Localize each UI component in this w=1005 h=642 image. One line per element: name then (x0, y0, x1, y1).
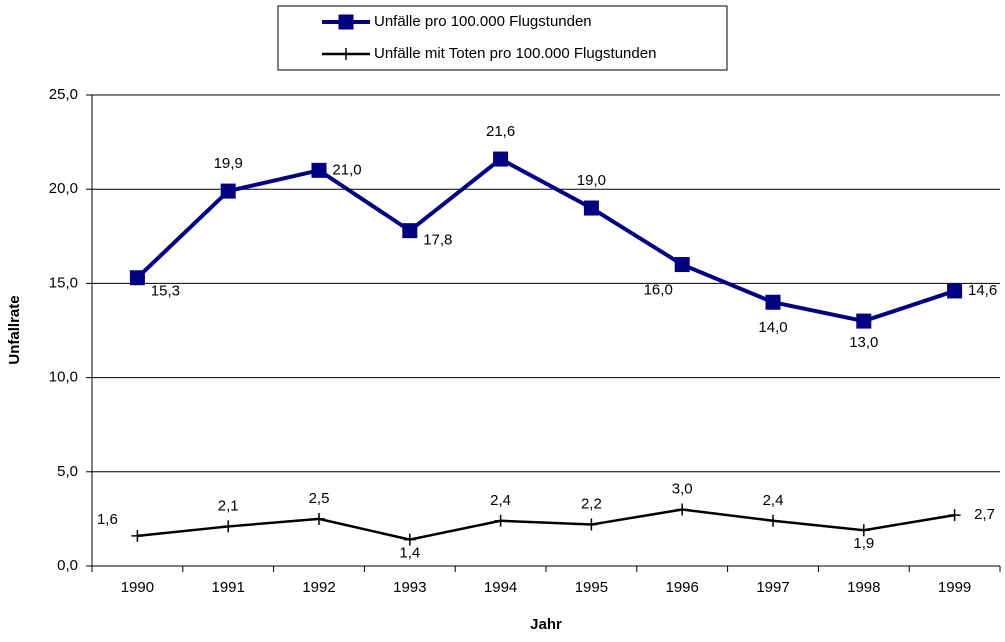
marker (220, 183, 236, 199)
y-tick-label: 25,0 (49, 86, 78, 103)
data-label: 21,6 (486, 123, 515, 140)
marker (131, 529, 144, 542)
marker (313, 512, 325, 525)
y-axis-title: Unfallrate (6, 295, 23, 364)
data-label: 2,4 (490, 492, 511, 509)
marker (947, 283, 963, 299)
marker (311, 162, 327, 178)
x-tick-label: 1998 (847, 579, 880, 596)
data-label: 15,3 (151, 283, 180, 300)
data-label: 17,8 (423, 232, 452, 249)
marker (494, 514, 507, 527)
marker (676, 503, 689, 516)
data-label: 2,1 (218, 497, 239, 514)
x-tick-label: 1994 (484, 579, 517, 596)
marker (129, 270, 145, 286)
marker (340, 48, 352, 60)
legend-label: Unfälle pro 100.000 Flugstunden (374, 13, 592, 30)
data-label: 19,9 (214, 155, 243, 172)
marker (338, 14, 354, 30)
x-tick-label: 1995 (575, 579, 608, 596)
x-tick-label: 1991 (212, 579, 245, 596)
marker (222, 520, 235, 533)
series-line (136, 156, 956, 324)
data-label: 16,0 (644, 282, 673, 299)
data-label: 1,6 (97, 511, 118, 528)
marker (402, 223, 418, 239)
data-label: 1,4 (399, 545, 420, 562)
y-tick-label: 15,0 (49, 274, 78, 291)
data-label: 2,2 (581, 496, 602, 513)
y-tick-label: 20,0 (49, 180, 78, 197)
marker (857, 524, 870, 537)
y-tick-label: 0,0 (57, 557, 78, 574)
marker (765, 294, 781, 310)
data-label: 19,0 (577, 172, 606, 189)
x-tick-label: 1990 (121, 579, 154, 596)
data-label: 2,4 (763, 492, 784, 509)
y-tick-label: 10,0 (49, 369, 78, 386)
x-tick-label: 1993 (393, 579, 426, 596)
data-label: 3,0 (672, 480, 693, 497)
marker (403, 533, 416, 546)
marker (583, 200, 599, 216)
data-label: 2,5 (309, 490, 330, 507)
data-label: 14,6 (968, 282, 997, 299)
x-tick-label: 1997 (756, 579, 789, 596)
x-axis-title: Jahr (530, 616, 562, 633)
x-tick-label: 1999 (938, 579, 971, 596)
data-label: 14,0 (758, 319, 787, 336)
marker (674, 257, 690, 273)
data-label: 2,7 (974, 506, 995, 523)
marker (493, 151, 509, 167)
marker (948, 509, 961, 522)
x-tick-label: 1992 (302, 579, 335, 596)
data-label: 13,0 (849, 334, 878, 351)
marker (767, 514, 779, 527)
marker (856, 313, 872, 329)
series-line (137, 508, 955, 541)
data-label: 1,9 (853, 535, 874, 552)
marker (585, 518, 598, 531)
legend-label: Unfälle mit Toten pro 100.000 Flugstunde… (374, 45, 656, 62)
data-label: 21,0 (332, 161, 361, 178)
x-tick-label: 1996 (666, 579, 699, 596)
y-tick-label: 5,0 (57, 463, 78, 480)
